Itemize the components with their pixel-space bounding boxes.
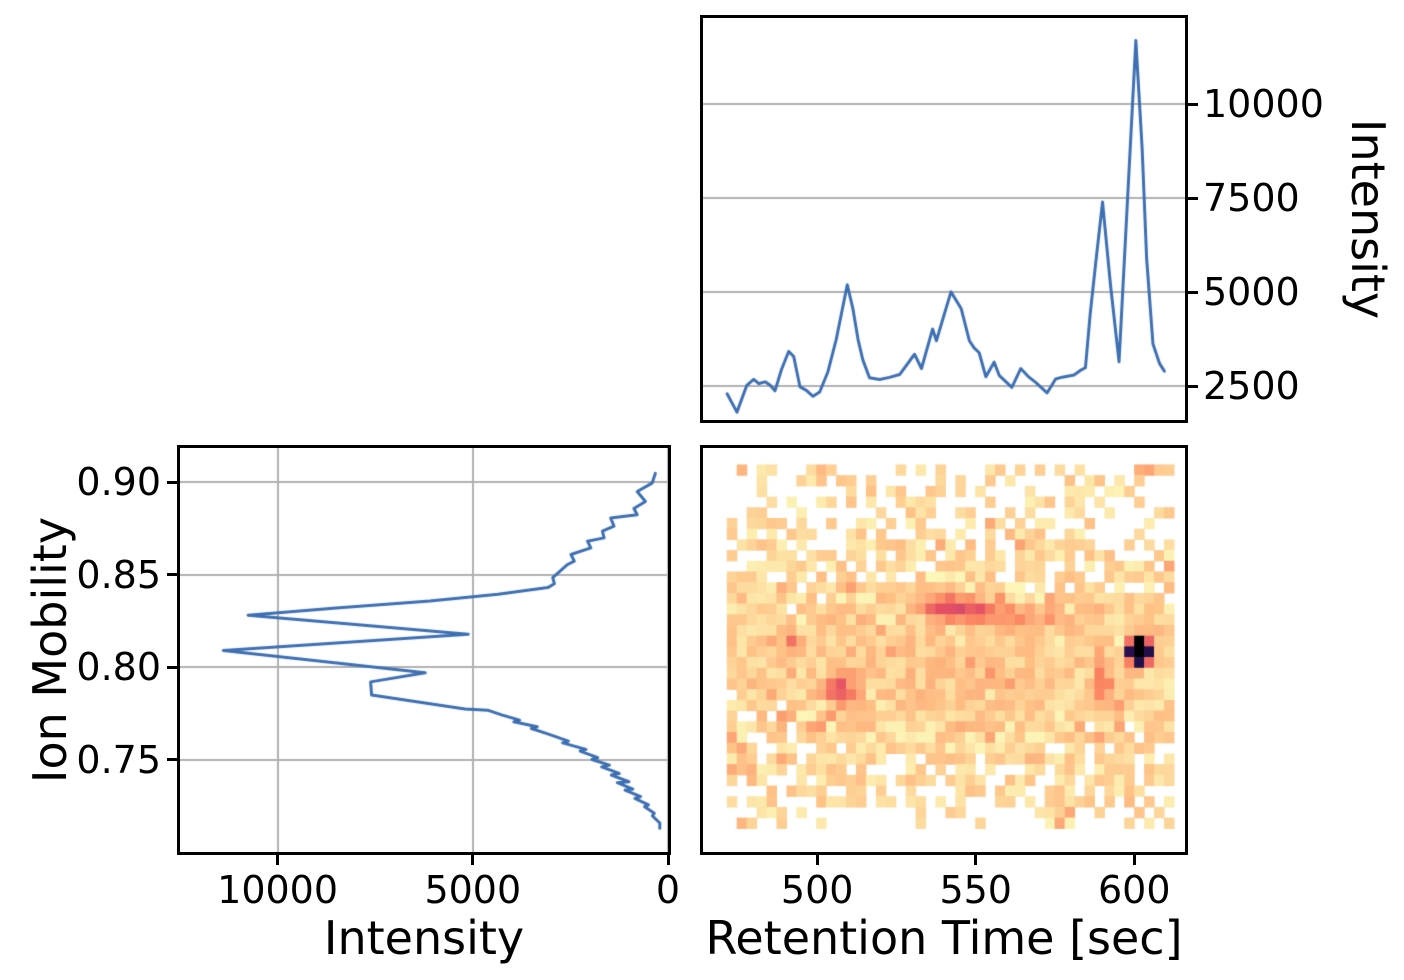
mobility-plot-xtick-label: 10000 xyxy=(217,868,339,912)
rt-plot-ytick-label: 2500 xyxy=(1203,364,1300,409)
heatmap-xtick xyxy=(974,855,978,865)
rt-plot-ytick xyxy=(1188,290,1198,294)
rt-plot-ytick-label: 7500 xyxy=(1203,176,1300,221)
mobility-plot-ytick xyxy=(167,758,177,762)
heatmap-xtick-label: 550 xyxy=(939,868,1012,912)
ion-mobility-plot xyxy=(177,445,671,855)
ion-mobility-plot-canvas xyxy=(180,448,668,852)
heatmap-xtick-label: 500 xyxy=(780,868,854,912)
rt-plot-ytick-label: 5000 xyxy=(1203,270,1300,315)
rt-mobility-heatmap-canvas xyxy=(703,448,1185,852)
mobility-plot-xtick xyxy=(471,855,475,865)
rt-intensity-plot xyxy=(700,15,1188,423)
mobility-plot-ytick xyxy=(167,573,177,577)
mobility-plot-ytick xyxy=(167,480,177,484)
mobility-plot-xtick-label: 5000 xyxy=(424,868,522,912)
rt-intensity-plot-canvas xyxy=(703,18,1185,420)
mobility-plot-ytick-label: 0.85 xyxy=(76,552,161,597)
heatmap-xtick xyxy=(815,855,819,865)
top-plot-ylabel: Intensity xyxy=(1341,118,1395,320)
rt-plot-ytick xyxy=(1188,384,1198,388)
mobility-plot-ytick-label: 0.80 xyxy=(76,645,161,690)
left-plot-xlabel: Intensity xyxy=(323,911,525,965)
heatmap-xlabel: Retention Time [sec] xyxy=(705,911,1183,965)
rt-plot-ytick-label: 10000 xyxy=(1203,82,1324,127)
mobility-plot-ytick-label: 0.90 xyxy=(76,460,161,505)
heatmap-xtick xyxy=(1132,855,1136,865)
mobility-plot-xtick-label: 0 xyxy=(655,868,681,912)
heatmap-xtick-label: 600 xyxy=(1097,868,1171,912)
rt-plot-ytick xyxy=(1188,196,1198,200)
mobility-plot-ytick xyxy=(167,665,177,669)
rt-mobility-heatmap xyxy=(700,445,1188,855)
rt-plot-ytick xyxy=(1188,102,1198,106)
mobility-plot-ytick-label: 0.75 xyxy=(76,737,161,782)
mobility-plot-xtick xyxy=(276,855,280,865)
mobility-plot-xtick xyxy=(666,855,670,865)
